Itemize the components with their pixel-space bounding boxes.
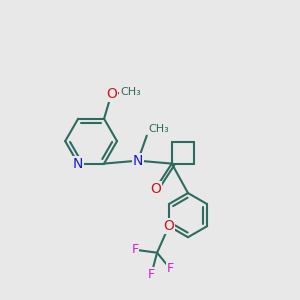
Text: F: F — [148, 268, 155, 281]
Text: F: F — [167, 262, 174, 275]
Text: F: F — [131, 243, 139, 256]
Text: CH₃: CH₃ — [148, 124, 169, 134]
Text: CH₃: CH₃ — [120, 87, 141, 97]
Text: N: N — [73, 157, 83, 171]
Text: O: O — [106, 87, 117, 101]
Text: O: O — [150, 182, 161, 196]
Text: O: O — [164, 219, 174, 233]
Text: N: N — [133, 154, 143, 168]
